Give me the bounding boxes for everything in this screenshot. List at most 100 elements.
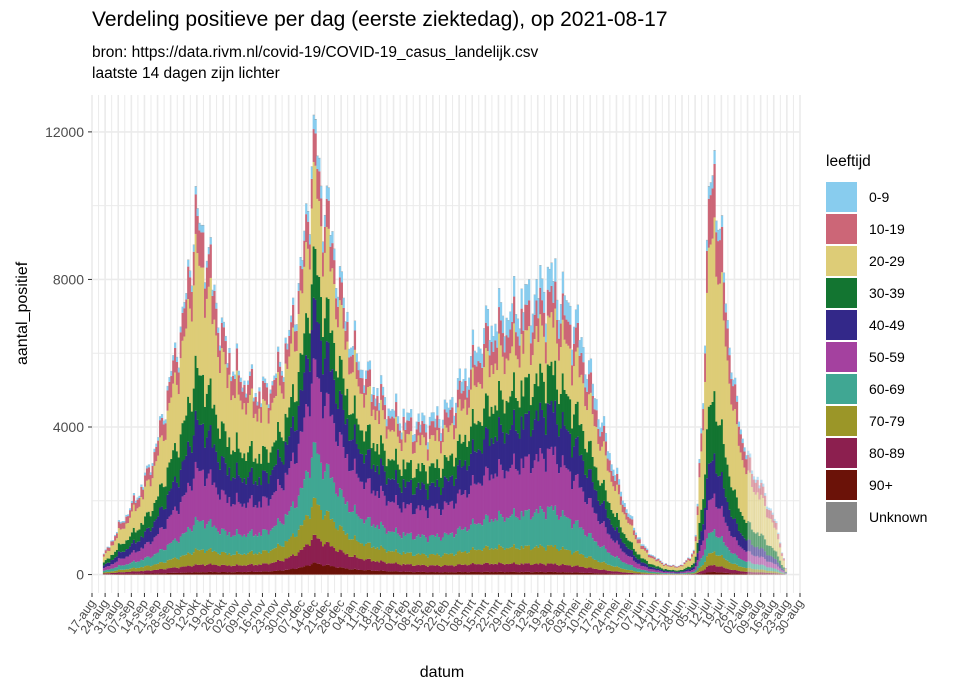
bar-0-9 [458, 368, 461, 381]
bar-60-69 [263, 529, 267, 551]
bar-10-19 [509, 329, 512, 354]
legend-item: 50-59 [826, 341, 927, 373]
bar-10-19 [125, 516, 128, 524]
bar-30-39 [239, 452, 242, 478]
bar-30-39 [395, 448, 398, 471]
bar-40-49 [288, 436, 291, 469]
bar-40-49 [696, 553, 699, 560]
bar-70-79 [400, 555, 403, 566]
bar-80-89 [520, 563, 523, 572]
bar-70-79 [602, 561, 606, 570]
bar-70-79 [222, 551, 225, 565]
bar-80-89 [616, 571, 619, 574]
bar-70-79 [696, 570, 699, 573]
bar-40-49 [342, 409, 345, 448]
bar-80-89 [265, 563, 269, 572]
bar-0-9 [368, 360, 372, 370]
bar-40-49 [205, 437, 209, 479]
bar-50-59 [719, 508, 722, 538]
bar-30-39 [290, 396, 293, 428]
bar-50-59 [376, 491, 379, 525]
bar-0-9 [411, 435, 415, 443]
bar-20-29 [730, 404, 733, 488]
bar-10-19 [771, 514, 774, 523]
bar-40-49 [445, 478, 448, 503]
bar-60-69 [632, 567, 636, 572]
bar-50-59 [190, 490, 194, 532]
bar-80-89 [499, 563, 503, 572]
bar-40-49 [121, 551, 124, 559]
bar-70-79 [434, 555, 437, 566]
bar-40-49 [481, 453, 484, 486]
bar-20-29 [323, 252, 327, 319]
bar-90+ [537, 572, 540, 575]
bar-10-19 [664, 563, 667, 566]
bar-10-19 [286, 349, 289, 369]
bar-10-19 [586, 391, 589, 411]
bar-30-39 [110, 554, 113, 561]
bar-70-79 [724, 559, 727, 569]
bar-30-39 [735, 497, 739, 524]
bar-50-59 [329, 416, 332, 479]
bar-80-89 [351, 556, 355, 570]
bar-30-39 [619, 527, 623, 539]
bar-80-89 [290, 555, 293, 570]
bar-80-89 [263, 563, 267, 572]
bar-40-49 [365, 454, 368, 483]
bar-50-59 [402, 502, 405, 533]
bar-70-79 [722, 558, 726, 568]
bar-50-59 [758, 557, 761, 566]
bar-0-9 [441, 419, 445, 429]
bar-10-19 [604, 441, 608, 456]
bar-50-59 [404, 508, 407, 536]
bar-40-49 [587, 469, 591, 499]
bar-10-19 [314, 133, 317, 166]
bar-60-69 [531, 516, 535, 549]
bar-50-59 [385, 505, 388, 534]
bar-50-59 [263, 496, 267, 530]
bar-70-79 [440, 557, 443, 567]
bar-70-79 [127, 569, 130, 572]
bar-10-19 [475, 366, 478, 388]
bar-10-19 [357, 370, 360, 387]
bar-70-79 [514, 548, 518, 565]
bar-50-59 [419, 510, 422, 538]
bar-90+ [263, 571, 267, 575]
bar-80-89 [181, 566, 184, 573]
bar-40-49 [318, 323, 321, 379]
bar-0-9 [432, 412, 435, 422]
bar-20-29 [440, 453, 443, 478]
bar-60-69 [320, 462, 323, 511]
bar-60-69 [145, 556, 149, 566]
bar-30-39 [119, 544, 122, 553]
bar-40-49 [672, 571, 675, 573]
bar-50-59 [254, 505, 257, 535]
bar-50-59 [458, 489, 461, 527]
bar-10-19 [653, 557, 656, 560]
bar-70-79 [125, 569, 128, 572]
bar-0-9 [104, 549, 107, 551]
bar-60-69 [267, 534, 270, 553]
bar-30-39 [226, 446, 229, 476]
bar-40-49 [218, 469, 222, 500]
bar-40-49 [750, 544, 754, 555]
bar-40-49 [348, 440, 351, 472]
bar-50-59 [582, 491, 585, 530]
bar-40-49 [295, 430, 299, 464]
bar-20-29 [164, 439, 167, 487]
bar-0-9 [619, 491, 623, 497]
bar-50-59 [634, 562, 638, 568]
bar-20-29 [580, 374, 583, 424]
bar-10-19 [563, 315, 566, 340]
bar-70-79 [344, 534, 347, 555]
bar-20-29 [498, 333, 501, 381]
bar-30-39 [696, 542, 699, 554]
bar-90+ [483, 571, 486, 575]
bar-40-49 [204, 447, 207, 487]
bar-70-79 [307, 515, 310, 545]
bar-0-9 [767, 507, 771, 510]
bar-50-59 [707, 500, 711, 533]
bar-70-79 [582, 554, 585, 568]
bar-60-69 [194, 516, 197, 549]
bar-60-69 [694, 569, 697, 573]
